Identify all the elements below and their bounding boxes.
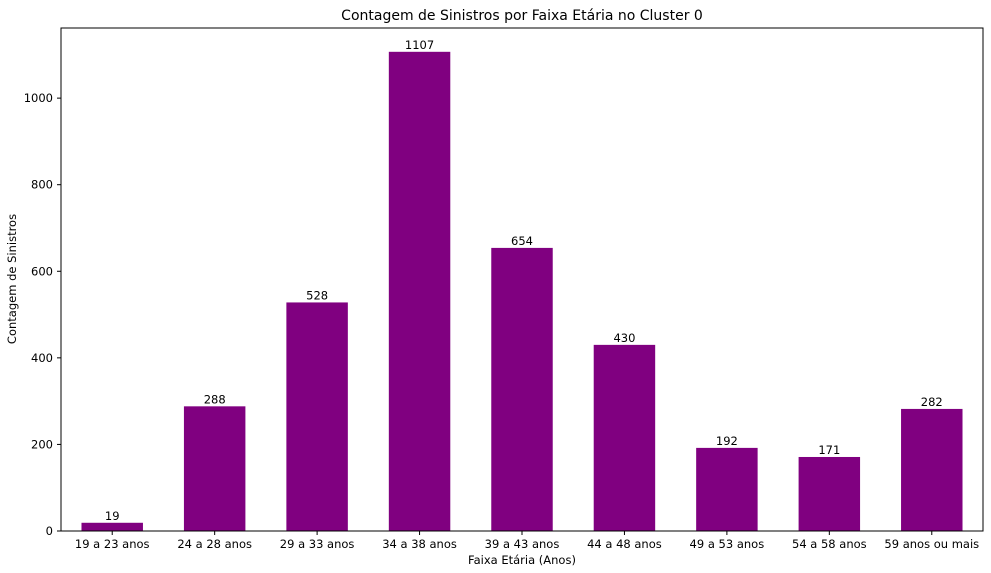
bar bbox=[81, 522, 143, 531]
bar-value-label: 171 bbox=[818, 443, 840, 457]
bar bbox=[798, 456, 861, 531]
x-tick-label: 49 a 53 anos bbox=[690, 537, 765, 551]
x-ticks-group: 19 a 23 anos 24 a 28 anos 29 a 33 anos 34 a… bbox=[75, 531, 979, 551]
y-tick-label: 800 bbox=[31, 178, 53, 192]
y-tick-label: 0 bbox=[46, 524, 53, 538]
bar-labels-group: 19 288 528 1107 654 430 192 171 282 bbox=[105, 38, 943, 523]
bar bbox=[491, 247, 553, 531]
y-axis-label: Contagem de Sinistros bbox=[5, 214, 19, 344]
bar-value-label: 1107 bbox=[405, 38, 434, 52]
bar-value-label: 288 bbox=[204, 392, 226, 406]
y-tick-label: 400 bbox=[31, 351, 53, 365]
bar-value-label: 430 bbox=[613, 331, 635, 345]
bar-value-label: 19 bbox=[105, 509, 120, 523]
chart-title: Contagem de Sinistros por Faixa Etária n… bbox=[341, 8, 703, 24]
bar-value-label: 654 bbox=[511, 234, 533, 248]
bar bbox=[593, 344, 656, 531]
bars-group bbox=[81, 51, 963, 531]
bar bbox=[183, 406, 246, 531]
x-tick-label: 19 a 23 anos bbox=[75, 537, 150, 551]
bar bbox=[901, 408, 963, 531]
x-tick-label: 39 a 43 anos bbox=[485, 537, 560, 551]
x-tick-label: 34 a 38 anos bbox=[382, 537, 457, 551]
bar-value-label: 282 bbox=[921, 395, 943, 409]
y-tick-label: 600 bbox=[31, 264, 53, 278]
x-tick-label: 44 a 48 anos bbox=[587, 537, 662, 551]
x-tick-label: 24 a 28 anos bbox=[177, 537, 252, 551]
x-axis-label: Faixa Etária (Anos) bbox=[468, 553, 576, 567]
x-tick-label: 29 a 33 anos bbox=[280, 537, 355, 551]
y-tick-label: 200 bbox=[31, 437, 53, 451]
x-tick-label: 54 a 58 anos bbox=[792, 537, 867, 551]
x-tick-label: 59 anos ou mais bbox=[884, 537, 979, 551]
bar-value-label: 192 bbox=[716, 434, 738, 448]
bar bbox=[696, 447, 758, 531]
bar-value-label: 528 bbox=[306, 288, 328, 302]
bar bbox=[286, 302, 348, 531]
bar bbox=[388, 51, 451, 531]
plot-frame bbox=[60, 27, 984, 532]
y-ticks-group: 0 200 400 600 800 1000 bbox=[24, 91, 61, 538]
y-tick-label: 1000 bbox=[24, 91, 53, 105]
